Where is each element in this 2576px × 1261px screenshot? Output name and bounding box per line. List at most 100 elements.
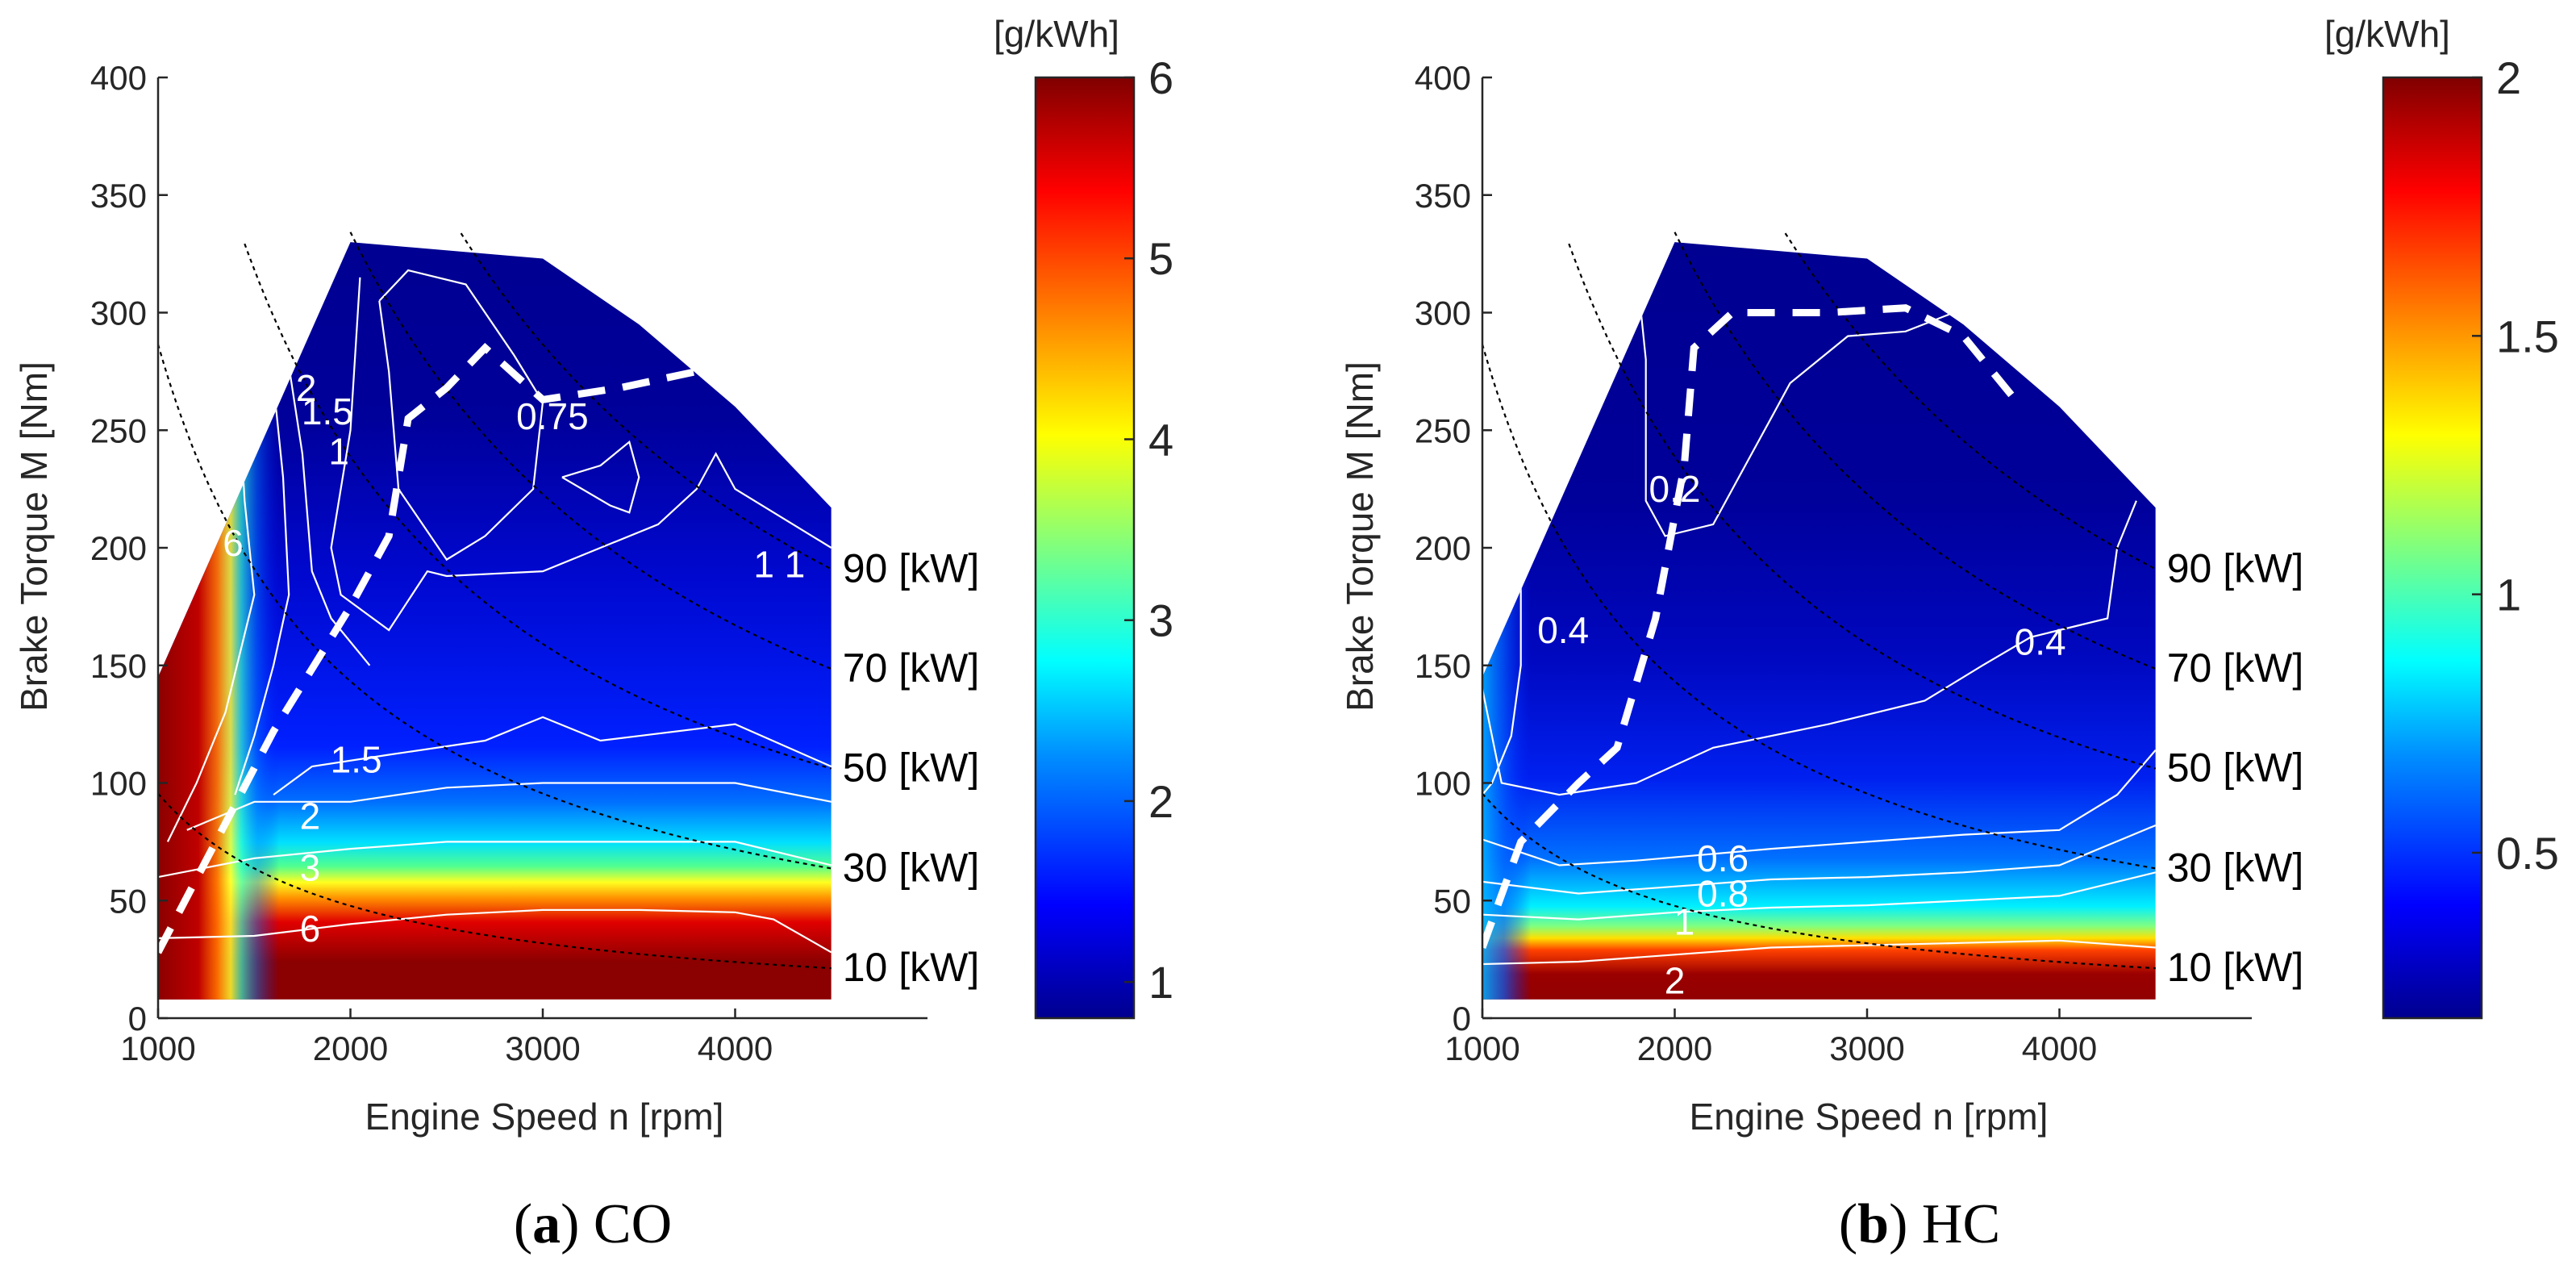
hc-ylabel: Brake Torque M [Nm]: [1339, 361, 1381, 712]
colorbar-tick-label: 2: [1148, 776, 1173, 827]
contour-label: 0.75: [516, 395, 589, 437]
co-ylabel: Brake Torque M [Nm]: [13, 361, 55, 712]
svg-text:(b) HC: (b) HC: [1839, 1193, 2000, 1255]
hc-contour-lines: [1482, 265, 2156, 966]
colorbar-tick-label: 0.5: [2496, 828, 2559, 879]
power-label: 10 [kW]: [843, 945, 979, 990]
colorbar-tick-label: 1: [2496, 570, 2521, 620]
contour-label: 2: [296, 367, 317, 409]
co-power-lines: [156, 232, 832, 970]
y-tick-label: 150: [90, 647, 147, 685]
y-tick-label: 0: [128, 1000, 147, 1038]
y-tick-label: 250: [1415, 411, 1471, 449]
contour-line: [561, 440, 640, 514]
power-line-90kw: [1784, 232, 2157, 570]
y-tick-label: 300: [90, 294, 147, 332]
x-tick-label: 3000: [505, 1029, 580, 1067]
hc-dashed-curve: [1478, 304, 2015, 950]
colorbar-tick-label: 6: [1148, 52, 1173, 103]
contour-label: 6: [223, 522, 244, 564]
contour-line: [1482, 939, 2156, 966]
contour-line: [273, 265, 371, 666]
contour-label: 1: [1674, 900, 1695, 942]
hc-axes: 0 50 100 150 200 250 300 350 400 1000 2000 3000 4000: [1415, 59, 2252, 1067]
contour-line: [158, 908, 832, 954]
co-caption: (a) CO: [514, 1193, 672, 1255]
y-tick-label: 350: [1415, 177, 1471, 215]
colorbar-tick-label: 5: [1148, 233, 1173, 284]
power-line-10kw: [1482, 792, 2156, 970]
x-tick-label: 4000: [698, 1029, 773, 1067]
x-tick-label: 1000: [1444, 1029, 1519, 1067]
power-line-30kw: [156, 344, 832, 870]
y-tick-label: 400: [90, 59, 147, 97]
power-label: 10 [kW]: [2167, 945, 2303, 990]
co-heatmap: [158, 242, 832, 1000]
contour-label: 0.4: [1537, 609, 1589, 651]
hc-contour-labels: 0.2 0.4 0.4 0.60.81 2: [1537, 468, 2065, 1001]
contour-line: [186, 782, 832, 831]
hc-xlabel: Engine Speed n [rpm]: [1690, 1096, 2049, 1138]
hc-power-labels: 10 [kW] 30 [kW] 50 [kW] 70 [kW] 90 [kW]: [2167, 545, 2303, 990]
y-tick-label: 0: [1453, 1000, 1471, 1038]
svg-text:(a) CO: (a) CO: [514, 1193, 672, 1255]
y-tick-label: 250: [90, 411, 147, 449]
x-tick-label: 3000: [1829, 1029, 1904, 1067]
power-line-90kw: [460, 232, 832, 570]
colorbar-gradient: [2382, 76, 2483, 1020]
contour-line: [273, 716, 832, 795]
power-line-10kw: [157, 792, 832, 970]
contour-line: [1482, 500, 2137, 796]
y-tick-label: 400: [1415, 59, 1471, 97]
power-label: 70 [kW]: [2167, 645, 2303, 691]
contour-label: 0.2: [1649, 468, 1701, 510]
contour-label: 2: [1665, 959, 1686, 1001]
hc-power-lines: [1481, 232, 2157, 970]
y-tick-label: 200: [90, 529, 147, 567]
x-tick-label: 1000: [120, 1029, 195, 1067]
power-label: 50 [kW]: [2167, 745, 2303, 791]
hc-caption: (b) HC: [1839, 1193, 2000, 1255]
y-tick-label: 300: [1415, 294, 1471, 332]
power-label: 30 [kW]: [2167, 845, 2303, 890]
y-tick-label: 100: [90, 765, 147, 803]
hc-panel: 0.20.4 0.40.60.812 0501001502002503003504…: [1339, 13, 2559, 1255]
power-line-70kw: [349, 232, 832, 670]
contour-line: [1482, 824, 2156, 895]
power-label: 50 [kW]: [843, 745, 979, 791]
colorbar-tick-label: 4: [1148, 414, 1173, 465]
colorbar-tick-label: 3: [1148, 595, 1173, 646]
y-tick-label: 50: [1433, 882, 1471, 920]
co-left-gradient: [158, 242, 427, 1000]
contour-label: 1: [328, 430, 349, 472]
x-tick-label: 2000: [1637, 1029, 1712, 1067]
co-colorbar: 1 2 3 4 5 6: [1034, 52, 1173, 1020]
contour-line: [158, 841, 832, 879]
power-line-50kw: [244, 243, 832, 770]
power-line-30kw: [1481, 344, 2156, 870]
co-axes: 0 50 100 150 200 250 300 350 400 1000 2000 3000 4000: [90, 59, 927, 1067]
contour-line: [1482, 749, 2156, 866]
power-label: 30 [kW]: [843, 845, 979, 890]
contour-label: 2: [300, 795, 321, 837]
contour-line: [378, 269, 544, 562]
contour-label: 0.8: [1697, 873, 1749, 915]
contour-label: 0.6: [1697, 837, 1749, 879]
contour-label: 1 1: [753, 543, 805, 585]
co-xlabel: Engine Speed n [rpm]: [365, 1096, 724, 1138]
power-line-50kw: [1568, 243, 2157, 770]
power-line-70kw: [1674, 232, 2157, 670]
contour-label: 0.4: [2015, 621, 2066, 663]
contour-label: 3: [300, 846, 321, 888]
contour-label: 1.5: [331, 738, 382, 780]
x-tick-label: 4000: [2022, 1029, 2097, 1067]
co-colorbar-unit: [g/kWh]: [994, 13, 1119, 55]
contour-line: [330, 277, 832, 632]
contour-line: [1482, 871, 2156, 921]
contour-label: 1.5: [302, 390, 353, 432]
power-label: 90 [kW]: [843, 545, 979, 591]
power-label: 70 [kW]: [843, 645, 979, 691]
colorbar-tick-label: 2: [2496, 52, 2521, 103]
